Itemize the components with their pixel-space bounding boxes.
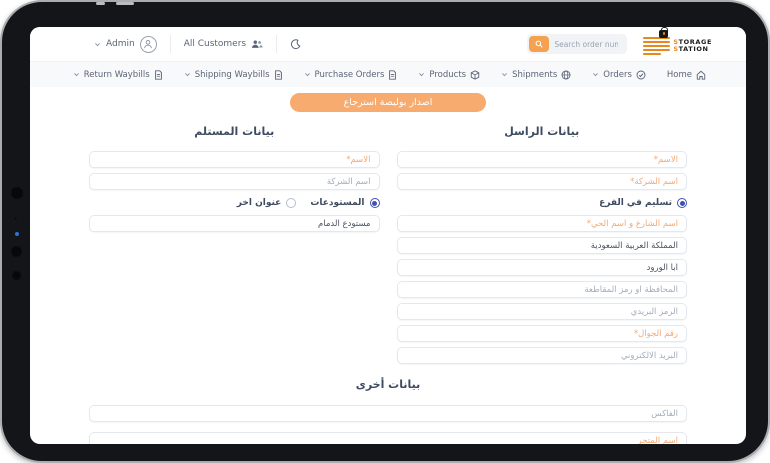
recipient-name-input[interactable]	[89, 151, 380, 168]
package-icon	[470, 69, 480, 80]
logo-line1: STORAGE	[673, 38, 712, 46]
nav-orders[interactable]: Orders	[592, 70, 646, 80]
search-icon	[535, 40, 543, 48]
chevron-down-icon	[593, 73, 599, 77]
lock-icon	[659, 27, 669, 38]
search-input[interactable]	[549, 39, 624, 49]
nav-purchase-orders[interactable]: Purchase Orders	[304, 70, 398, 80]
globe-icon	[561, 70, 571, 79]
nav-label: Purchase Orders	[314, 69, 385, 80]
storage-station-logo: STORAGE STATION	[643, 27, 712, 56]
tablet-top-button	[116, 2, 134, 5]
nav-return-waybills[interactable]: Return Waybills	[73, 70, 163, 80]
sender-province-input[interactable]	[396, 281, 687, 298]
moon-icon	[291, 38, 301, 49]
sender-delivery-options: تسليم في الفرع	[397, 197, 687, 209]
sender-company-input[interactable]	[396, 173, 687, 190]
nav-label: Orders	[603, 69, 632, 80]
divider	[276, 35, 278, 53]
chevron-down-icon	[95, 42, 100, 46]
radio-button-unchecked[interactable]	[286, 198, 297, 208]
sender-section: بيانات الراسل تسليم في الفرع	[396, 125, 687, 364]
dark-mode-toggle[interactable]	[290, 38, 301, 50]
recipient-address-options: المستودعات عنوان اخر	[89, 197, 380, 209]
sender-title: بيانات الراسل	[504, 125, 580, 138]
other-data-title: بيانات أخرى	[355, 378, 421, 391]
recipient-company-input[interactable]	[89, 173, 380, 190]
divider	[169, 35, 171, 53]
recipient-title: بيانات المستلم	[194, 125, 275, 138]
sender-email-input[interactable]	[396, 347, 687, 364]
chevron-down-icon	[502, 73, 508, 77]
nav-label: Products	[429, 69, 467, 80]
form-page: اصدار بوليصة استرجاع بيانات الراسل تسليم…	[30, 87, 746, 444]
avatar	[139, 35, 157, 53]
radio-label: المستودعات	[310, 198, 365, 208]
radio-button-checked[interactable]	[677, 198, 687, 208]
radio-button-checked[interactable]	[369, 198, 380, 208]
front-camera	[13, 216, 18, 221]
home-icon	[696, 70, 706, 80]
chevron-down-icon	[73, 73, 79, 77]
front-camera	[11, 270, 22, 281]
person-icon	[144, 40, 153, 49]
admin-label: Admin	[106, 39, 135, 49]
all-customers-menu[interactable]: All Customers	[184, 39, 263, 49]
nav-label: Return Waybills	[83, 69, 150, 80]
other-address-option[interactable]: عنوان اخر	[237, 198, 297, 208]
sender-city-input[interactable]	[396, 259, 687, 276]
logo-bars	[643, 36, 671, 56]
tablet-top-button	[96, 2, 105, 5]
chevron-down-icon	[184, 73, 190, 77]
nav-shipments[interactable]: Shipments	[501, 70, 571, 80]
warehouses-option[interactable]: المستودعات	[310, 198, 380, 208]
nav-products[interactable]: Products	[418, 70, 480, 80]
recipient-warehouse-input[interactable]	[89, 215, 380, 232]
fax-input[interactable]	[89, 405, 687, 422]
radio-label: تسليم في الفرع	[599, 198, 672, 208]
front-camera	[10, 186, 24, 200]
search-button[interactable]	[529, 36, 550, 52]
file-icon	[389, 69, 397, 80]
check-circle-icon	[636, 70, 646, 79]
admin-menu[interactable]: Admin	[94, 35, 157, 53]
store-name-input[interactable]	[89, 432, 687, 444]
sender-country-input[interactable]	[396, 237, 687, 254]
search-bar	[527, 34, 628, 54]
camera-led	[15, 232, 19, 236]
file-icon	[274, 69, 282, 80]
radio-label: عنوان اخر	[236, 198, 282, 208]
branch-delivery-option[interactable]: تسليم في الفرع	[599, 198, 687, 208]
front-camera	[10, 245, 23, 258]
chevron-down-icon	[419, 73, 425, 77]
nav-home[interactable]: Home	[667, 70, 706, 80]
nav-label: Home	[666, 69, 692, 80]
main-nav: Return Waybills Shipping Waybills Purcha…	[30, 61, 746, 87]
file-icon	[154, 69, 162, 80]
sender-postal-code-input[interactable]	[396, 303, 687, 320]
chevron-down-icon	[304, 73, 310, 77]
recipient-section: بيانات المستلم المستودعات عنوان اخر	[89, 125, 380, 364]
other-data-section	[89, 405, 687, 444]
all-customers-label: All Customers	[183, 39, 247, 49]
sender-name-input[interactable]	[396, 151, 687, 168]
nav-label: Shipping Waybills	[194, 69, 270, 80]
nav-label: Shipments	[512, 69, 558, 80]
app-header: Admin All Customers	[30, 27, 746, 61]
sender-street-input[interactable]	[396, 215, 687, 232]
users-icon	[251, 40, 263, 48]
nav-shipping-waybills[interactable]: Shipping Waybills	[184, 70, 283, 80]
logo-line2: STATION	[673, 45, 709, 53]
sender-mobile-input[interactable]	[396, 325, 687, 342]
issue-return-waybill-button[interactable]: اصدار بوليصة استرجاع	[290, 93, 486, 112]
screen: Admin All Customers	[30, 27, 746, 444]
